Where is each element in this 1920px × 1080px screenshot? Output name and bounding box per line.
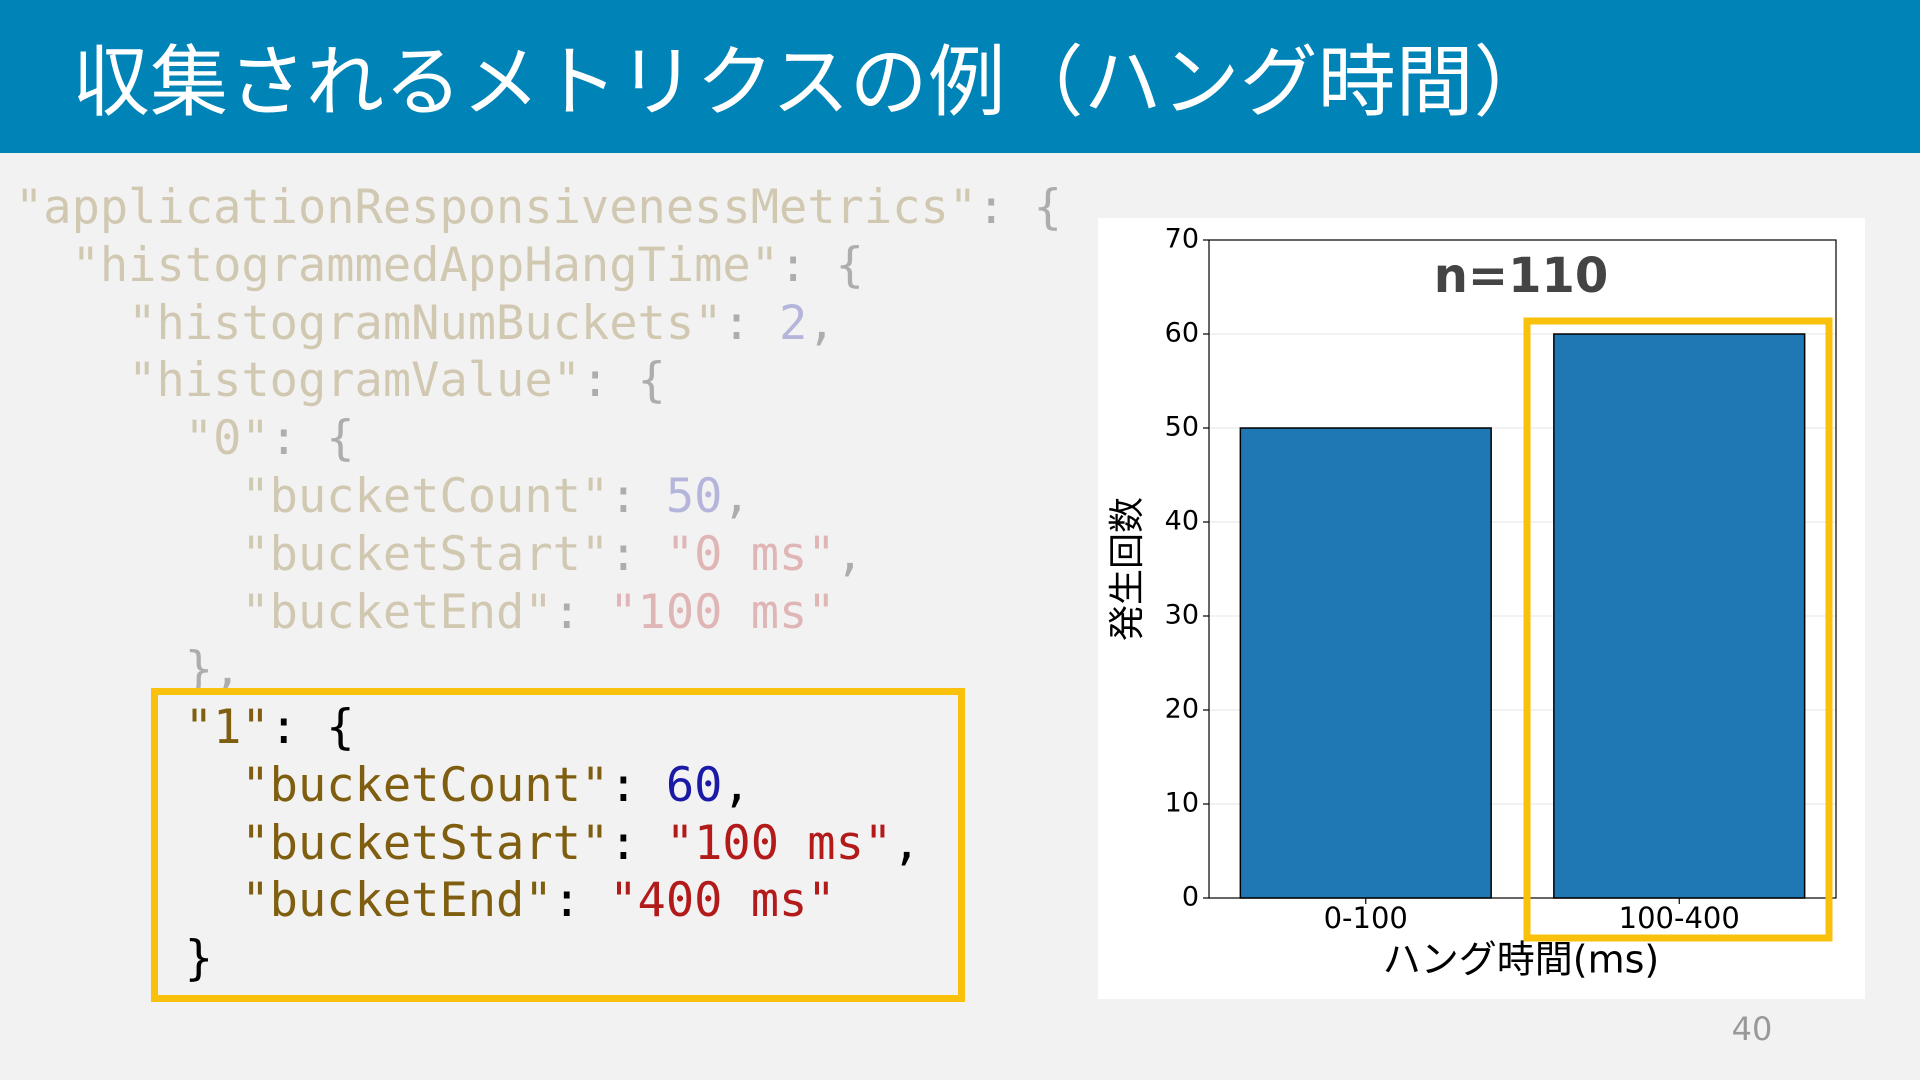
- highlight-box: [1523, 317, 1833, 942]
- bar: [1553, 333, 1806, 899]
- code-line: "bucketCount": 60,: [15, 757, 921, 815]
- x-tick-label: 100-400: [1619, 901, 1740, 935]
- code-token: ,: [807, 295, 836, 351]
- code-line: "0": {: [15, 410, 1062, 468]
- y-tick-label: 50: [1165, 412, 1199, 443]
- chart-title: n=110: [1434, 248, 1609, 304]
- bar: [1239, 427, 1492, 899]
- code-token: :: [552, 584, 610, 640]
- code-token: "400 ms": [609, 873, 836, 929]
- code-line: "histogrammedAppHangTime": {: [15, 237, 1062, 295]
- code-token: "100 ms": [609, 584, 836, 640]
- y-tick-label: 20: [1165, 694, 1199, 725]
- code-token: ,: [722, 468, 751, 524]
- y-tick-label: 40: [1165, 506, 1199, 537]
- code-token: "bucketEnd": [15, 873, 553, 929]
- code-token: "histogramValue": [15, 353, 581, 409]
- code-faded: "applicationResponsivenessMetrics": { "h…: [15, 179, 1062, 699]
- code-token: "bucketCount": [15, 468, 610, 524]
- code-line: "bucketStart": "100 ms",: [15, 815, 921, 873]
- code-token: "bucketCount": [15, 757, 610, 813]
- code-token: "histogrammedAppHangTime": [15, 237, 780, 293]
- code-token: :: [552, 873, 610, 929]
- code-token: 60: [665, 757, 723, 813]
- code-token: :: [609, 757, 666, 813]
- code-token: "bucketStart": [15, 526, 610, 582]
- code-token: : {: [269, 700, 355, 755]
- header: 収集されるメトリクスの例（ハング時間）: [0, 0, 1920, 153]
- code-line: "bucketEnd": "400 ms": [15, 872, 921, 930]
- code-token: ,: [835, 526, 864, 582]
- code-token: "bucketEnd": [15, 584, 553, 640]
- code-token: 50: [665, 468, 723, 524]
- code-line: "bucketEnd": "100 ms": [15, 584, 1062, 642]
- y-tick-label: 0: [1182, 882, 1199, 913]
- code-token: "100 ms": [665, 815, 893, 871]
- code-token: "0": [15, 411, 270, 467]
- code-line: "bucketCount": 50,: [15, 468, 1062, 526]
- page-number: 40: [1732, 1010, 1773, 1048]
- code-token: ,: [892, 815, 921, 871]
- code-token: "histogramNumBuckets": [15, 295, 723, 351]
- code-token: "1": [15, 700, 270, 755]
- code-line: "bucketStart": "0 ms",: [15, 526, 1062, 584]
- y-tick-label: 70: [1165, 224, 1199, 255]
- x-tick-label: 0-100: [1324, 901, 1408, 935]
- code-line: "1": {: [15, 699, 921, 757]
- code-token: 2: [779, 295, 808, 351]
- highlight-box: [151, 688, 965, 1002]
- y-tick-label: 10: [1165, 788, 1199, 819]
- y-axis-label: 発生回数: [1107, 497, 1148, 641]
- code-line: "histogramValue": {: [15, 352, 1062, 410]
- code-highlighted: "1": { "bucketCount": 60, "bucketStart":…: [15, 699, 921, 988]
- code-token: }: [15, 931, 214, 987]
- code-token: ,: [722, 757, 751, 813]
- x-axis-label: ハング時間(ms): [1383, 938, 1659, 982]
- code-token: "bucketStart": [15, 815, 610, 871]
- code-token: : {: [269, 411, 355, 467]
- code-token: : {: [977, 180, 1062, 235]
- code-token: : {: [779, 237, 864, 293]
- code-token: : {: [580, 353, 666, 409]
- code-token: :: [722, 295, 780, 351]
- y-tick-label: 60: [1165, 318, 1199, 349]
- y-tick-label: 30: [1165, 600, 1199, 631]
- code-line: "applicationResponsivenessMetrics": {: [15, 179, 1062, 237]
- code-token: :: [609, 815, 666, 871]
- plot-frame: [1208, 239, 1837, 899]
- slide-title: 収集されるメトリクスの例（ハング時間）: [72, 38, 1552, 128]
- code-token: :: [609, 526, 666, 582]
- code-token: "applicationResponsivenessMetrics": [15, 180, 978, 235]
- code-line: }: [15, 930, 921, 988]
- code-token: "0 ms": [665, 526, 836, 582]
- code-token: :: [609, 468, 666, 524]
- code-line: "histogramNumBuckets": 2,: [15, 295, 1062, 353]
